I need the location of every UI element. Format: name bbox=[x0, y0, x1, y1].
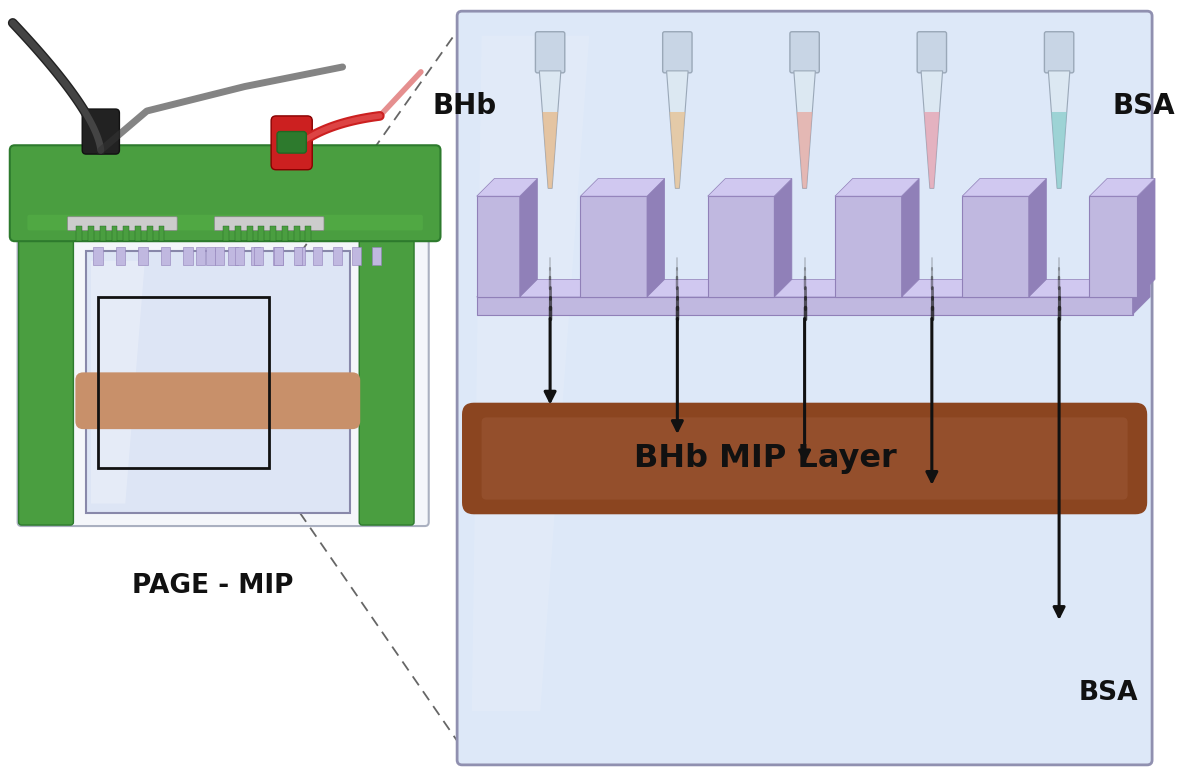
FancyBboxPatch shape bbox=[663, 32, 691, 73]
Polygon shape bbox=[962, 179, 1046, 196]
FancyBboxPatch shape bbox=[9, 145, 441, 241]
Bar bbox=[708, 196, 774, 297]
Bar bbox=[99, 226, 105, 241]
Text: PAGE - MIP: PAGE - MIP bbox=[131, 573, 293, 599]
Bar bbox=[476, 196, 520, 297]
Bar bbox=[580, 196, 647, 297]
Bar bbox=[89, 226, 93, 241]
Polygon shape bbox=[472, 36, 590, 711]
Bar bbox=[247, 226, 253, 241]
Bar bbox=[273, 247, 282, 265]
Bar bbox=[147, 226, 152, 241]
Bar bbox=[135, 226, 141, 241]
Polygon shape bbox=[1028, 179, 1046, 297]
Polygon shape bbox=[667, 71, 688, 188]
Bar bbox=[111, 226, 117, 241]
Bar bbox=[296, 247, 305, 265]
FancyBboxPatch shape bbox=[277, 131, 306, 153]
Bar bbox=[271, 226, 277, 241]
Bar bbox=[77, 226, 83, 241]
Bar bbox=[183, 247, 193, 265]
Text: BSA: BSA bbox=[1079, 681, 1138, 706]
Bar bbox=[281, 226, 287, 241]
Bar bbox=[123, 226, 129, 241]
Text: BHb MIP Layer: BHb MIP Layer bbox=[634, 443, 897, 474]
Bar bbox=[235, 247, 243, 265]
Polygon shape bbox=[774, 179, 792, 297]
Text: BSA: BSA bbox=[1113, 92, 1176, 120]
Bar bbox=[196, 247, 204, 265]
FancyBboxPatch shape bbox=[359, 230, 414, 525]
Bar bbox=[215, 247, 225, 265]
Polygon shape bbox=[1052, 112, 1067, 188]
Polygon shape bbox=[708, 179, 792, 196]
Polygon shape bbox=[1132, 279, 1150, 314]
Polygon shape bbox=[921, 71, 942, 188]
Bar bbox=[161, 247, 170, 265]
Polygon shape bbox=[520, 179, 538, 297]
Polygon shape bbox=[902, 179, 920, 297]
Bar bbox=[313, 247, 322, 265]
Bar bbox=[293, 226, 299, 241]
Bar bbox=[93, 247, 103, 265]
Bar bbox=[962, 196, 1028, 297]
FancyBboxPatch shape bbox=[917, 32, 947, 73]
Bar bbox=[228, 247, 238, 265]
FancyBboxPatch shape bbox=[457, 11, 1152, 765]
FancyBboxPatch shape bbox=[67, 217, 177, 230]
FancyBboxPatch shape bbox=[790, 32, 819, 73]
FancyBboxPatch shape bbox=[76, 373, 361, 429]
FancyBboxPatch shape bbox=[18, 230, 429, 526]
FancyBboxPatch shape bbox=[83, 109, 119, 154]
Polygon shape bbox=[670, 112, 686, 188]
Bar bbox=[352, 247, 362, 265]
Polygon shape bbox=[580, 179, 664, 196]
Polygon shape bbox=[794, 71, 816, 188]
Bar bbox=[305, 226, 311, 241]
Polygon shape bbox=[1048, 71, 1070, 188]
Polygon shape bbox=[543, 112, 558, 188]
Polygon shape bbox=[834, 179, 920, 196]
Bar bbox=[251, 247, 260, 265]
Bar bbox=[293, 247, 303, 265]
Polygon shape bbox=[476, 279, 1150, 297]
Bar bbox=[116, 247, 125, 265]
Polygon shape bbox=[1090, 179, 1155, 196]
Bar bbox=[333, 247, 342, 265]
Bar bbox=[235, 226, 241, 241]
Bar bbox=[98, 297, 269, 468]
Polygon shape bbox=[476, 179, 538, 196]
FancyBboxPatch shape bbox=[27, 215, 423, 230]
FancyBboxPatch shape bbox=[271, 116, 312, 170]
Polygon shape bbox=[1137, 179, 1155, 297]
Bar bbox=[259, 226, 265, 241]
Bar bbox=[158, 226, 164, 241]
Bar bbox=[1090, 196, 1137, 297]
Polygon shape bbox=[924, 112, 940, 188]
FancyBboxPatch shape bbox=[86, 251, 350, 513]
FancyBboxPatch shape bbox=[19, 230, 73, 525]
Bar bbox=[274, 247, 282, 265]
FancyBboxPatch shape bbox=[535, 32, 565, 73]
Polygon shape bbox=[647, 179, 664, 297]
Polygon shape bbox=[797, 112, 812, 188]
Bar bbox=[254, 247, 264, 265]
Text: BHb: BHb bbox=[433, 92, 496, 120]
FancyBboxPatch shape bbox=[214, 217, 324, 230]
Bar bbox=[834, 196, 902, 297]
Polygon shape bbox=[91, 261, 145, 503]
Bar bbox=[223, 226, 229, 241]
FancyBboxPatch shape bbox=[481, 417, 1128, 499]
Bar bbox=[372, 247, 381, 265]
FancyBboxPatch shape bbox=[462, 403, 1148, 514]
FancyBboxPatch shape bbox=[1045, 32, 1073, 73]
Bar bbox=[206, 247, 215, 265]
Polygon shape bbox=[539, 71, 561, 188]
Bar bbox=[476, 297, 1132, 314]
Bar bbox=[138, 247, 148, 265]
